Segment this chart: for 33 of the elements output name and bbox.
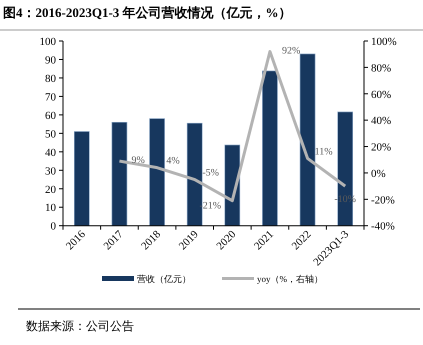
source-note: 数据来源：公司公告 xyxy=(26,319,134,333)
y2-tick-label: 20% xyxy=(371,142,392,154)
y-tick-label: 30 xyxy=(45,165,56,178)
data-label: 92% xyxy=(282,46,300,57)
chart-title: 图4：2016-2023Q1-3 年公司营收情况（亿元，%） xyxy=(3,5,292,20)
bar xyxy=(149,118,165,226)
y2-tick-label: 0% xyxy=(371,168,386,180)
y2-tick-label: -20% xyxy=(371,194,395,206)
y-tick-label: 10 xyxy=(45,202,56,214)
data-label: 9% xyxy=(131,155,145,166)
data-label: 4% xyxy=(166,156,180,167)
y2-tick-label: 100% xyxy=(371,36,397,48)
y2-tick-label: -40% xyxy=(371,220,395,233)
bar xyxy=(300,54,316,226)
data-label: 11% xyxy=(314,146,333,158)
y2-tick-label: 80% xyxy=(371,62,392,74)
y-tick-label: 50 xyxy=(45,128,56,140)
data-label: -5% xyxy=(202,168,220,179)
y-tick-label: 70 xyxy=(45,91,56,104)
bar xyxy=(74,131,90,226)
y2-tick-label: 60% xyxy=(371,88,392,101)
bar xyxy=(112,122,128,226)
y-tick-label: 40 xyxy=(45,146,56,159)
y2-tick-label: 40% xyxy=(371,115,392,128)
y-tick-label: 90 xyxy=(45,54,56,66)
y-tick-label: 60 xyxy=(45,110,56,122)
y-tick-label: 0 xyxy=(50,220,56,233)
y-tick-label: 100 xyxy=(40,36,56,48)
y-tick-label: 80 xyxy=(45,72,56,85)
legend-label: 营收（亿元） xyxy=(137,274,191,284)
bar xyxy=(262,70,278,226)
legend-label: yoy（%，右轴） xyxy=(257,274,323,284)
y-tick-label: 20 xyxy=(45,184,56,196)
